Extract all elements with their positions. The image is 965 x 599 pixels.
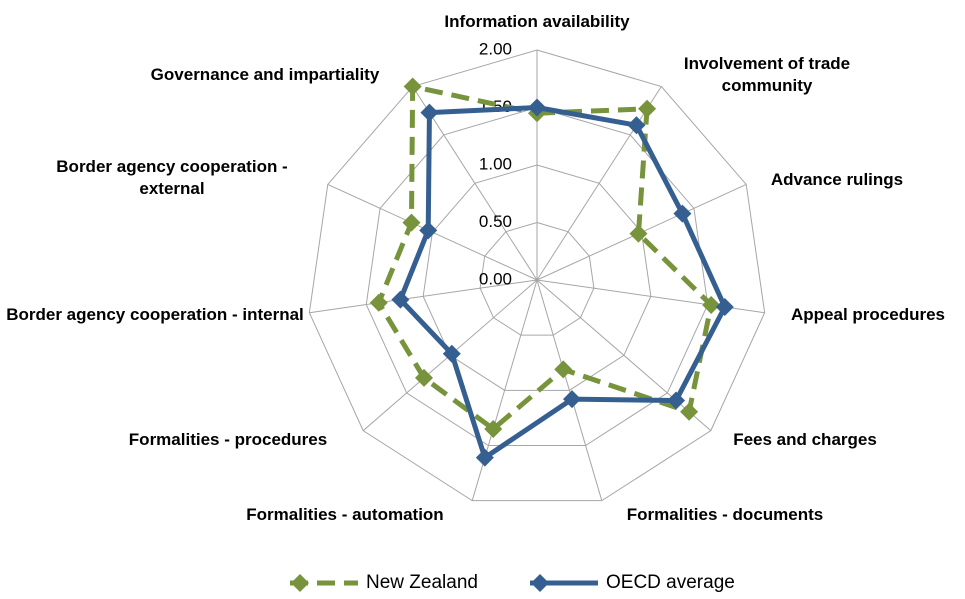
category-label: Formalities - automation bbox=[246, 505, 444, 524]
data-point bbox=[554, 360, 573, 379]
data-point bbox=[680, 402, 699, 421]
data-point bbox=[528, 98, 546, 117]
grid-ring bbox=[479, 221, 595, 336]
legend-label: OECD average bbox=[606, 572, 735, 593]
data-point bbox=[629, 224, 648, 243]
category-label: Involvement of trade community bbox=[683, 54, 851, 95]
r-tick-label: 0.50 bbox=[479, 212, 512, 231]
category-label: Border agency cooperation - internal bbox=[6, 305, 304, 324]
spoke bbox=[412, 86, 538, 281]
data-point bbox=[420, 103, 439, 122]
data-point bbox=[627, 116, 646, 135]
data-point bbox=[442, 344, 461, 363]
data-point bbox=[673, 204, 692, 223]
category-label: Formalities - procedures bbox=[128, 430, 328, 449]
r-tick-label: 2.00 bbox=[479, 39, 512, 58]
grid-ring bbox=[365, 106, 709, 447]
series-line bbox=[397, 105, 728, 461]
data-point bbox=[419, 221, 438, 240]
data-point bbox=[402, 213, 421, 232]
category-label: Information availability bbox=[444, 12, 630, 31]
data-point bbox=[369, 293, 388, 312]
data-point bbox=[415, 368, 434, 387]
data-point bbox=[484, 419, 503, 438]
data-point bbox=[667, 391, 686, 410]
data-point bbox=[391, 290, 410, 309]
grid-ring bbox=[308, 49, 766, 502]
legend-label: New Zealand bbox=[366, 572, 478, 593]
data-point bbox=[562, 390, 581, 409]
legend-marker bbox=[291, 574, 309, 592]
grid-ring bbox=[422, 164, 652, 391]
data-point bbox=[475, 448, 494, 467]
category-label: Appeal procedures bbox=[791, 305, 945, 324]
data-point bbox=[638, 99, 657, 118]
r-tick-label: 1.00 bbox=[479, 154, 512, 173]
spoke bbox=[309, 279, 538, 314]
r-tick-label: 0.00 bbox=[479, 269, 512, 288]
legend-marker bbox=[531, 574, 549, 592]
spoke bbox=[536, 279, 712, 431]
series-line bbox=[376, 84, 714, 432]
data-point bbox=[715, 298, 734, 317]
category-label: Advance rulings bbox=[770, 170, 904, 189]
spoke bbox=[536, 86, 662, 281]
spoke bbox=[536, 279, 603, 501]
category-label: Governance and impartiality bbox=[150, 65, 380, 84]
data-point bbox=[702, 296, 721, 315]
data-point bbox=[403, 77, 422, 96]
category-label: Border agency cooperation - external bbox=[56, 157, 288, 198]
category-label: Fees and charges bbox=[733, 430, 877, 449]
category-label: Formalities - documents bbox=[626, 505, 824, 524]
